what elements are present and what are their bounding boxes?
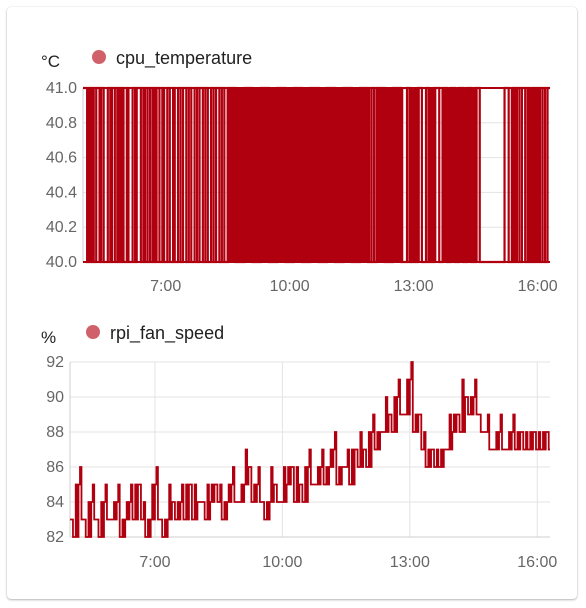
x-tick-label: 7:00 [150,278,181,295]
history-charts: °C cpu_temperature 41.040.840.640.440.24… [41,48,558,571]
legend-cpu-temperature[interactable]: cpu_temperature [116,48,252,69]
y-tick-label: 40.4 [46,184,77,201]
x-tick-label: 13:00 [390,554,430,571]
series-dense-block [227,88,371,262]
y-tick-label: 86 [46,459,64,476]
y-tick-label: 90 [46,389,64,406]
legend-dot-icon [86,325,100,339]
series-dense-block [408,88,420,262]
y-tick-label: 40.0 [46,254,77,271]
x-tick-label: 16:00 [518,278,558,295]
legend-rpi-fan-speed[interactable]: rpi_fan_speed [110,323,224,344]
y-tick-label: 41.0 [46,80,77,97]
y-tick-label: 40.6 [46,150,77,167]
cpu-temperature-chart: °C cpu_temperature 41.040.840.640.440.24… [41,48,558,295]
y-tick-label: 40.2 [46,219,77,236]
y-tick-label: 92 [46,354,64,371]
cpu-temperature-x-axis: 7:00 10:00 13:00 16:00 [150,278,558,295]
series-dense-block [376,88,404,262]
series-dense-block [428,88,437,262]
rpi-fan-speed-x-axis: 7:00 10:00 13:00 16:00 [139,554,557,571]
x-tick-label: 16:00 [517,554,557,571]
rpi-fan-speed-chart: % rpi_fan_speed 92 90 88 86 84 82 7:00 10:00 13… [41,323,557,571]
cpu-temperature-y-axis: 41.0 40.8 40.6 40.4 40.2 40.0 [46,80,77,271]
x-tick-label: 7:00 [139,554,170,571]
rpi-fan-speed-line[interactable] [70,361,550,538]
legend-dot-icon [92,50,106,64]
history-card: °C cpu_temperature 41.0 40.8 40.6 40.4 40.2 4… [7,7,577,599]
rpi-fan-speed-unit: % [41,328,56,347]
y-tick-label: 88 [46,424,64,441]
x-tick-label: 10:00 [262,554,302,571]
cpu-temperature-series[interactable] [83,86,550,264]
x-tick-label: 13:00 [394,278,434,295]
rpi-fan-speed-series[interactable] [70,361,550,538]
x-tick-label: 10:00 [270,278,310,295]
rpi-fan-speed-y-axis: 92 90 88 86 84 82 [46,354,64,546]
y-tick-label: 84 [46,494,64,511]
cpu-temperature-unit: °C [41,52,60,71]
y-tick-label: 82 [46,529,64,546]
y-tick-label: 40.8 [46,115,77,132]
